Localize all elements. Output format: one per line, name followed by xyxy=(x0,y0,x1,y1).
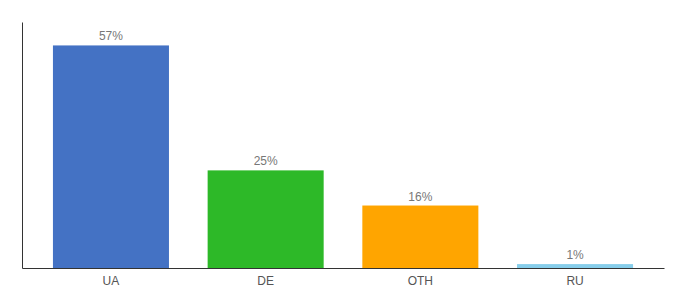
x-axis-line xyxy=(23,268,665,269)
x-tick: DE xyxy=(257,274,274,288)
bar xyxy=(517,264,633,268)
y-axis xyxy=(22,23,23,269)
data-label: 25% xyxy=(254,154,278,168)
bar xyxy=(208,170,324,268)
x-axis: UA DE OTH RU xyxy=(23,269,665,288)
data-label: 1% xyxy=(566,248,584,262)
x-tick: RU xyxy=(566,274,583,288)
x-tick: OTH xyxy=(408,274,433,288)
plot-area: UA DE OTH RU 57% 25% 16% 1% xyxy=(23,23,665,288)
x-tick-label: UA xyxy=(103,274,120,288)
bar xyxy=(53,45,169,268)
x-tick-label: OTH xyxy=(408,274,433,288)
y-axis-line xyxy=(22,23,23,269)
chart-svg: UA DE OTH RU 57% 25% 16% 1% xyxy=(0,0,680,300)
x-tick: UA xyxy=(103,274,120,288)
data-labels: 57% 25% 16% 1% xyxy=(99,29,584,262)
bar xyxy=(362,206,478,268)
data-label: 16% xyxy=(408,190,432,204)
data-label: 57% xyxy=(99,29,123,43)
x-tick-label: DE xyxy=(257,274,274,288)
bars xyxy=(53,45,633,268)
chart-container: UA DE OTH RU 57% 25% 16% 1% xyxy=(0,0,680,300)
x-tick-label: RU xyxy=(566,274,583,288)
